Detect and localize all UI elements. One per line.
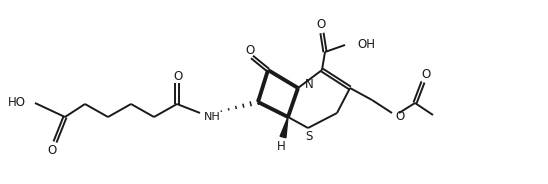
- Text: OH: OH: [357, 38, 375, 52]
- Text: O: O: [47, 144, 56, 157]
- Text: N: N: [305, 79, 314, 91]
- Text: H: H: [277, 139, 286, 153]
- Text: O: O: [246, 43, 255, 56]
- Text: O: O: [173, 70, 182, 82]
- Text: S: S: [305, 130, 313, 142]
- Text: O: O: [316, 19, 326, 31]
- Polygon shape: [280, 117, 288, 138]
- Text: HO: HO: [8, 95, 26, 109]
- Text: O: O: [421, 68, 431, 81]
- Text: O: O: [395, 111, 404, 123]
- Text: NH: NH: [204, 112, 221, 122]
